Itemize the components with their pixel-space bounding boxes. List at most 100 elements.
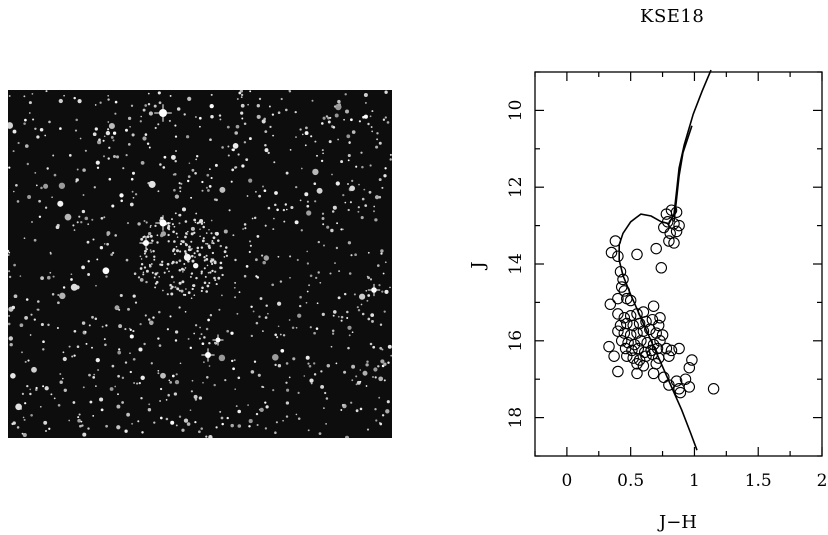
star (27, 195, 32, 199)
star (174, 330, 179, 334)
star (195, 158, 198, 161)
data-point (612, 325, 624, 337)
star (384, 261, 387, 264)
star (211, 262, 214, 266)
star (387, 344, 392, 349)
star (363, 188, 366, 191)
star (258, 97, 262, 101)
star (173, 281, 175, 283)
star (137, 222, 141, 226)
star (172, 173, 175, 176)
star (186, 179, 190, 183)
star (121, 401, 124, 404)
star (30, 220, 34, 224)
star (326, 363, 331, 368)
star (147, 407, 152, 412)
data-point (707, 383, 720, 395)
x-tick-label: 0.5 (617, 471, 644, 491)
star (24, 360, 27, 363)
star (296, 258, 299, 262)
star (263, 189, 267, 193)
star (335, 181, 340, 186)
star (130, 177, 134, 181)
star (249, 244, 252, 247)
star (384, 116, 387, 119)
star (43, 420, 48, 425)
star (347, 153, 351, 158)
star (124, 429, 128, 433)
star (381, 414, 385, 417)
star (351, 130, 356, 134)
star (23, 95, 26, 98)
star (321, 122, 324, 125)
data-point (668, 217, 680, 230)
star (217, 276, 221, 280)
data-point (624, 294, 637, 307)
star (309, 378, 314, 383)
star (361, 197, 365, 201)
star (205, 242, 207, 245)
star (203, 221, 206, 224)
star (184, 235, 187, 239)
star (285, 381, 288, 384)
star (199, 228, 201, 230)
star (367, 251, 370, 254)
star (230, 180, 233, 183)
star (37, 308, 40, 311)
star (196, 249, 199, 253)
data-point (650, 358, 662, 370)
star (188, 162, 191, 164)
star (152, 316, 155, 319)
star (8, 251, 11, 254)
star (105, 424, 108, 428)
star (205, 290, 208, 293)
star (250, 370, 255, 374)
star (144, 133, 148, 136)
star (87, 223, 90, 226)
star (178, 415, 182, 418)
star (315, 276, 318, 280)
star (110, 253, 114, 256)
star (201, 180, 204, 184)
star (92, 415, 95, 417)
star (243, 223, 247, 226)
star (107, 121, 110, 123)
star (313, 331, 316, 335)
star (62, 356, 67, 362)
star (389, 153, 392, 156)
star (171, 262, 174, 265)
star (40, 322, 44, 327)
star (273, 217, 275, 220)
star (195, 212, 198, 215)
star (170, 292, 174, 296)
star (23, 122, 26, 125)
star (355, 165, 358, 168)
star (11, 305, 16, 310)
star (68, 419, 71, 422)
y-tick-label: 14 (506, 253, 526, 275)
star (207, 189, 210, 192)
star (189, 275, 192, 278)
star (205, 435, 208, 438)
star (217, 239, 220, 242)
star (148, 180, 156, 188)
star (268, 105, 271, 108)
star (57, 294, 60, 296)
star (276, 208, 279, 212)
star (378, 195, 382, 199)
data-point (614, 265, 627, 278)
star (262, 260, 266, 265)
star (166, 293, 169, 296)
star (381, 290, 384, 293)
star (378, 178, 382, 182)
star (232, 367, 235, 371)
star (149, 320, 154, 326)
star (40, 276, 44, 280)
star (308, 284, 311, 287)
data-point (661, 216, 674, 228)
star (314, 140, 317, 143)
star (245, 265, 249, 268)
star (248, 137, 252, 141)
star (325, 423, 327, 425)
star (23, 237, 26, 240)
